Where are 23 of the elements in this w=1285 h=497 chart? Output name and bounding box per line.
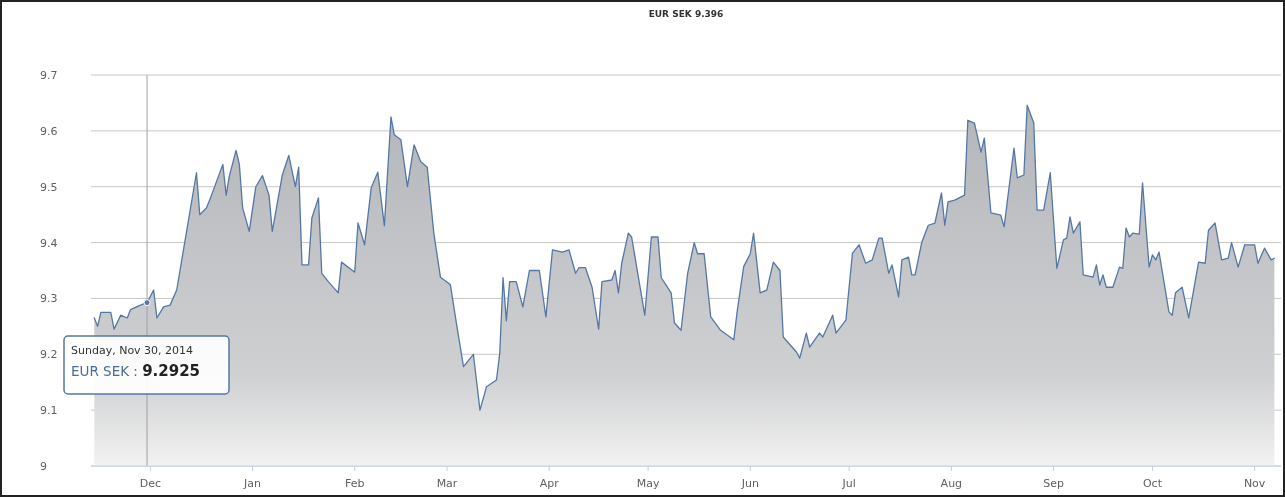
x-tick-label: Jun (740, 477, 759, 490)
x-tick-label: Aug (940, 477, 963, 490)
y-tick-label: 9.6 (40, 124, 58, 138)
y-tick-label: 9.2 (40, 348, 58, 362)
x-tick-label: Jan (243, 477, 262, 490)
y-tick-label: 9 (40, 460, 47, 473)
x-tick-label: Dec (139, 477, 161, 490)
x-tick-label: May (636, 477, 660, 490)
chart-title: EUR SEK 9.396 (648, 9, 724, 19)
x-tick-label: Nov (1243, 477, 1266, 490)
y-tick-label: 9.1 (40, 404, 58, 418)
x-tick-label: Jul (841, 477, 856, 490)
y-tick-label: 9.3 (40, 292, 58, 306)
x-tick-label: Mar (436, 477, 458, 490)
y-tick-label: 9.5 (40, 180, 58, 194)
x-tick-label: Oct (1142, 477, 1163, 490)
x-tick-label: Sep (1043, 477, 1064, 490)
y-tick-label: 9.4 (40, 236, 58, 250)
x-tick-label: Apr (539, 477, 560, 490)
x-tick-label: Feb (344, 477, 365, 490)
annotation: Sunday, Nov 30, 2014 EUR SEK : 9.2925 (71, 344, 201, 380)
tooltip: Sunday, Nov 30, 2014 EUR SEK : 9.2925 (63, 299, 230, 395)
y-tick-label: 9.7 (40, 69, 58, 82)
